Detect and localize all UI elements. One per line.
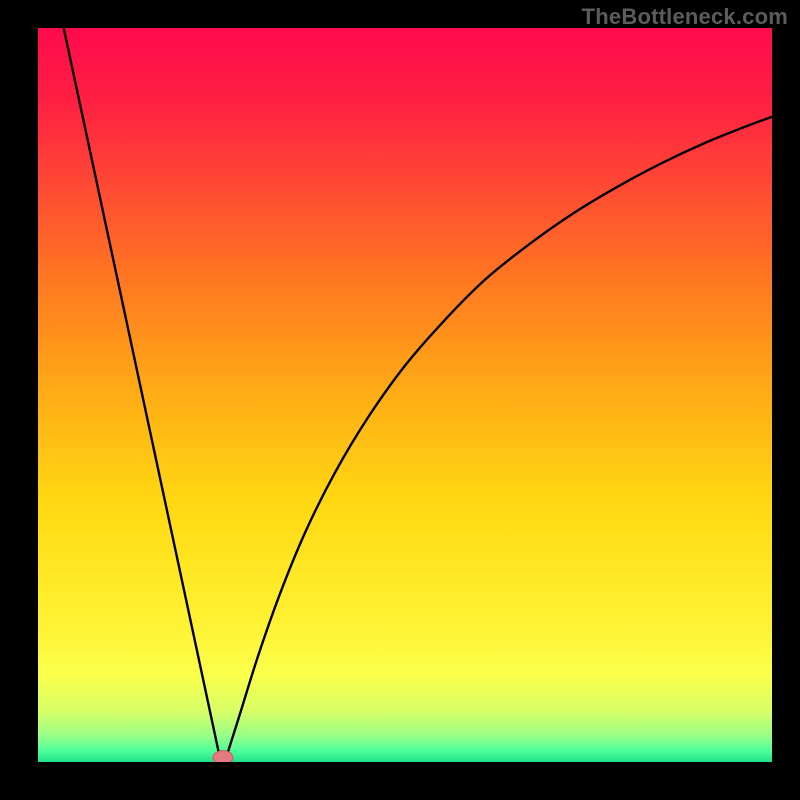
plot-area (38, 28, 772, 762)
minimum-marker (213, 751, 233, 762)
curve-layer (38, 28, 772, 762)
bottleneck-curve (64, 28, 772, 758)
watermark-text: TheBottleneck.com (582, 4, 788, 30)
chart-frame: TheBottleneck.com (0, 0, 800, 800)
